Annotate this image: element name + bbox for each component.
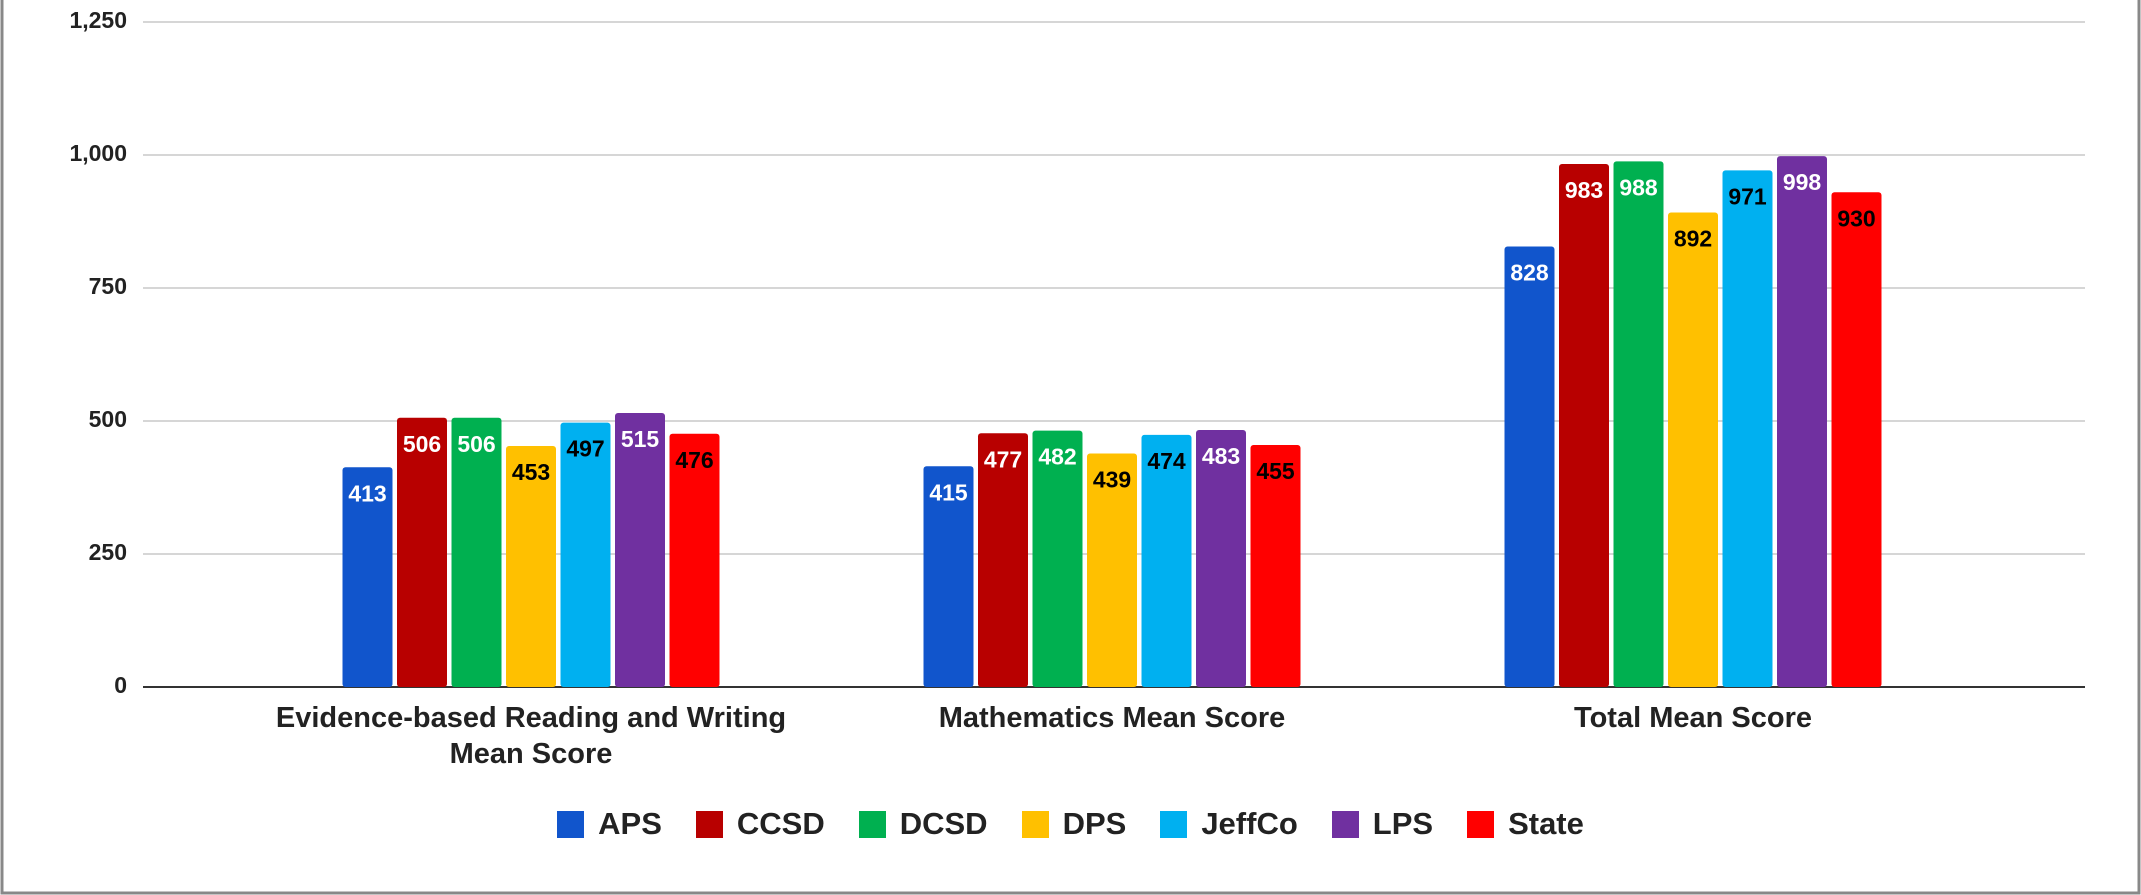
legend-swatch — [1160, 810, 1188, 838]
legend: APS CCSD DCSD DPS JeffCo LPS State — [0, 806, 2141, 842]
x-tick-label: Mathematics Mean Score — [938, 702, 1286, 734]
data-label: 506 — [457, 431, 495, 457]
data-label: 988 — [1619, 174, 1658, 200]
legend-label: APS — [598, 806, 662, 841]
bar — [923, 466, 974, 687]
legend-item: LPS — [1331, 806, 1434, 842]
legend-item: JeffCo — [1160, 806, 1298, 842]
bar — [1250, 444, 1301, 687]
data-label: 983 — [1565, 177, 1603, 203]
data-label: 506 — [403, 431, 441, 457]
bar — [1196, 430, 1246, 687]
y-tick-label: 1,000 — [69, 140, 127, 166]
y-tick-label: 250 — [89, 539, 127, 565]
data-label: 892 — [1674, 226, 1712, 252]
legend-label: LPS — [1372, 806, 1434, 841]
data-label: 497 — [566, 436, 604, 462]
legend-swatch — [1467, 810, 1495, 838]
legend-swatch — [858, 810, 886, 838]
legend-item: APS — [557, 806, 662, 842]
y-tick-label: 500 — [89, 406, 127, 432]
data-label: 971 — [1728, 184, 1767, 210]
bar — [1831, 192, 1882, 688]
bar — [978, 433, 1028, 687]
y-tick-label: 1,250 — [69, 7, 127, 33]
data-label: 453 — [512, 459, 550, 485]
legend-item: CCSD — [695, 806, 825, 842]
data-label: 998 — [1783, 169, 1822, 195]
legend-item: DPS — [1021, 806, 1127, 842]
x-tick-label: Total Mean Score — [1574, 702, 1812, 734]
bar — [1504, 246, 1555, 687]
bar — [451, 417, 502, 687]
data-label: 482 — [1038, 444, 1076, 470]
data-label: 828 — [1510, 260, 1549, 286]
legend-label: CCSD — [736, 806, 825, 841]
bar — [342, 467, 393, 687]
bar — [1668, 212, 1718, 687]
legend-item: DCSD — [858, 806, 988, 842]
legend-swatch — [557, 810, 585, 838]
bar — [1032, 430, 1083, 687]
data-label: 930 — [1837, 205, 1875, 231]
bar — [1613, 161, 1664, 687]
legend-swatch — [695, 810, 723, 838]
bar — [1722, 170, 1773, 688]
data-label: 413 — [348, 480, 386, 506]
bar — [560, 422, 611, 687]
y-tick-label: 750 — [89, 273, 127, 299]
bar — [1087, 453, 1137, 687]
data-label: 477 — [984, 446, 1022, 472]
bar — [506, 446, 556, 687]
bar — [1559, 164, 1609, 687]
data-label: 439 — [1093, 467, 1131, 493]
data-label: 483 — [1202, 443, 1240, 469]
legend-label: DPS — [1062, 806, 1127, 841]
legend-swatch — [1021, 810, 1049, 838]
data-label: 415 — [929, 479, 968, 505]
bar — [669, 433, 720, 687]
bar — [615, 413, 665, 687]
bar — [1141, 434, 1192, 687]
data-label: 455 — [1256, 458, 1295, 484]
bar — [1777, 156, 1827, 688]
legend-label: JeffCo — [1201, 806, 1298, 841]
legend-label: DCSD — [899, 806, 988, 841]
legend-label: State — [1508, 806, 1584, 841]
data-label: 515 — [621, 426, 660, 452]
data-label: 476 — [675, 447, 713, 473]
data-label: 474 — [1147, 448, 1186, 474]
legend-swatch — [1331, 810, 1359, 838]
bar — [397, 417, 447, 687]
x-tick-label: Evidence-based Reading and Writing Mean … — [275, 702, 787, 770]
legend-item: State — [1467, 806, 1584, 842]
y-tick-label: 0 — [114, 672, 127, 698]
